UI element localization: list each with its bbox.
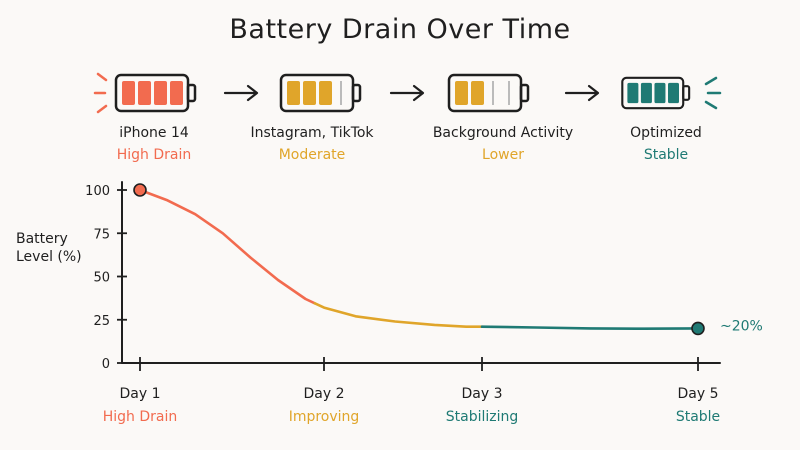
end-point-marker: [691, 321, 705, 336]
y-axis-label-line: Level (%): [16, 249, 82, 265]
stage-status: Stable: [643, 147, 689, 163]
y-axis-label-line: Battery: [16, 231, 68, 247]
stage-iphone: iPhone 14 High Drain: [69, 125, 239, 163]
y-tick-label: 75: [93, 227, 110, 242]
start-point-marker: [133, 183, 147, 197]
y-axis-label: Battery Level (%): [16, 230, 82, 266]
x-tick-label: Day 5: [677, 386, 718, 402]
stage-name: Instagram, TikTok: [250, 125, 374, 141]
stage-background: Background Activity Lower: [418, 125, 588, 163]
y-tick-label: 25: [93, 314, 110, 329]
x-tick-label: Day 1: [119, 386, 160, 402]
stage-social-apps: Instagram, TikTok Moderate: [227, 125, 397, 163]
line-segment: [313, 302, 484, 328]
stage-name: Optimized: [630, 125, 702, 141]
stage-status: Lower: [482, 147, 524, 163]
line-segment: [138, 188, 317, 305]
y-tick-label: 50: [93, 271, 110, 286]
arrow-right-icon: [564, 84, 600, 102]
stage-name: iPhone 14: [119, 125, 189, 141]
y-tick-label: 100: [85, 184, 110, 199]
x-tick-label: Day 2: [303, 386, 344, 402]
end-value-label: ~20%: [720, 318, 763, 334]
x-tick-label: Day 3: [461, 386, 502, 402]
arrow-right-icon: [389, 84, 425, 102]
high-drain-battery-icon: [93, 72, 197, 114]
x-tick-status: High Drain: [103, 409, 178, 425]
x-tick-status: Improving: [289, 409, 360, 425]
diagram-title: Battery Drain Over Time: [229, 14, 571, 45]
arrow-right-icon: [223, 84, 259, 102]
y-tick-label: 0: [102, 357, 110, 372]
line-segment: [480, 325, 700, 330]
stage-status: Moderate: [278, 147, 346, 163]
stable-signal-icon: [704, 76, 722, 110]
stable-battery-icon: [621, 76, 691, 110]
x-tick-status: Stable: [676, 409, 720, 425]
lower-battery-icon: [447, 73, 530, 113]
stage-optimized: Optimized Stable: [581, 125, 751, 163]
x-tick-status: Stabilizing: [446, 409, 519, 425]
stage-name: Background Activity: [432, 125, 574, 141]
battery-line-chart: 0 25 50 75 100 Day 1 High Drain Day 2 Improving D…: [85, 181, 763, 425]
stage-status: High Drain: [116, 147, 192, 163]
moderate-battery-icon: [279, 73, 362, 113]
